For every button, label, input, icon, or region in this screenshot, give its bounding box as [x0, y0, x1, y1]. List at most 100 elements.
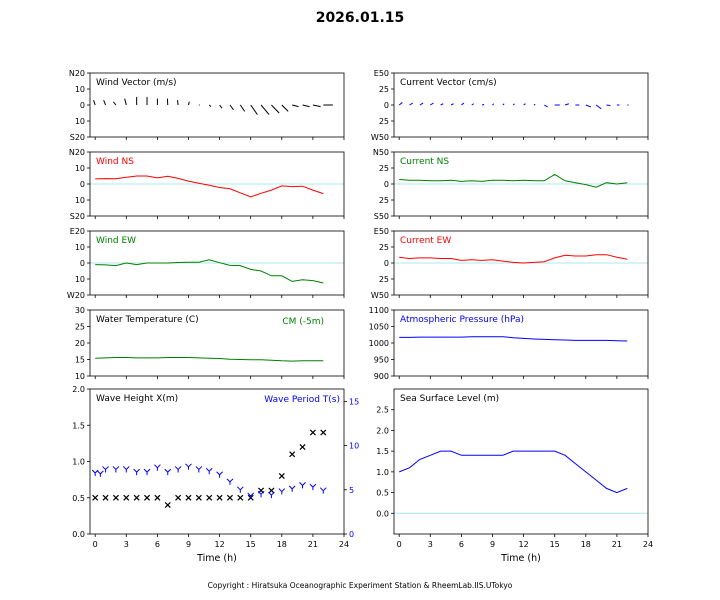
- vector-stick: [292, 104, 299, 108]
- wave-period-point: [164, 468, 172, 476]
- wave-period-point: [226, 478, 234, 485]
- x-tick-label: 12: [214, 540, 224, 549]
- chart-wave-height: 2.0 1.5 1.0 0.5 0.0 15 10 5 0 0 3 6 9 12 15 18 21 24 Time …: [72, 385, 359, 564]
- vector-stick: [419, 102, 424, 106]
- chart-title: Wind NS: [96, 157, 134, 167]
- vector-stick: [124, 98, 127, 106]
- x-tick-label: 18: [581, 540, 591, 549]
- page-title: 2026.01.15: [315, 10, 405, 26]
- y-tick-label: 25: [379, 243, 389, 252]
- chart-title: Wind EW: [96, 236, 136, 246]
- y-tick-label: 25: [379, 85, 389, 94]
- chart-title: Current Vector (cm/s): [400, 78, 497, 88]
- vector-stick: [312, 104, 321, 108]
- y-tick-label: 0: [384, 180, 389, 189]
- wave-height-point: [195, 494, 202, 501]
- y-tick-label: 1.5: [72, 421, 85, 430]
- vector-stick: [281, 104, 289, 112]
- copyright-text: Copyright : Hiratsuka Oceanographic Expe…: [207, 581, 513, 590]
- chart-title: Water Temperature (C): [96, 315, 199, 325]
- x-tick-label: 9: [490, 540, 495, 549]
- y-tick-label: N50: [373, 148, 389, 157]
- wave-height-point: [133, 494, 140, 501]
- x-tick-label: 9: [186, 540, 191, 549]
- y-tick-label: 2.0: [376, 426, 389, 435]
- wave-period-point: [319, 487, 327, 494]
- wave-period-point: [91, 469, 99, 476]
- wave-period-point: [102, 466, 109, 473]
- wave-period-point: [309, 483, 317, 491]
- wave-period-point: [257, 490, 265, 498]
- x-tick-label: 24: [643, 540, 653, 549]
- x-tick-label: 24: [339, 540, 349, 549]
- wave-height-point: [278, 472, 285, 480]
- vector-stick: [606, 104, 611, 107]
- vector-stick: [481, 103, 485, 106]
- x-tick-label: 3: [428, 540, 433, 549]
- x-tick-label: 6: [155, 540, 160, 549]
- wave-period-point: [97, 470, 104, 477]
- y-tick-label: 25: [379, 275, 389, 284]
- chart-atmospheric-pressure: 1100 1050 1000 950 900 Atmospheric Pressure (…: [369, 306, 649, 381]
- vector-stick: [512, 103, 515, 106]
- vector-stick: [260, 104, 270, 115]
- vector-stick: [471, 103, 474, 106]
- y-tick-label: 0.5: [72, 494, 85, 503]
- x-tick-label: 15: [246, 540, 256, 549]
- vector-stick: [208, 104, 212, 107]
- vector-stick: [461, 102, 465, 106]
- plot-frame: [89, 388, 345, 535]
- y-tick-label: S20: [70, 212, 85, 221]
- y-tick-label: 1050: [369, 323, 389, 332]
- y-tick-label: 2.5: [376, 406, 389, 415]
- wave-height-point: [92, 494, 99, 501]
- vector-stick: [250, 104, 258, 115]
- vector-stick: [440, 103, 444, 106]
- y-tick-label: S50: [374, 212, 389, 221]
- vector-stick: [533, 103, 536, 106]
- y-tick-label: N20: [69, 148, 85, 157]
- x-tick-label: 6: [459, 540, 464, 549]
- y-tick-label: 15: [75, 356, 85, 365]
- vector-stick: [585, 104, 592, 108]
- y-tick-label: 1.0: [376, 468, 389, 477]
- x-tick-label: 3: [124, 540, 129, 549]
- vector-stick: [302, 104, 310, 108]
- y-tick-label: 10: [75, 243, 85, 252]
- y-tick-label: 25: [75, 323, 85, 332]
- wave-height-point: [289, 451, 296, 458]
- vector-stick: [229, 104, 234, 111]
- y-tick-label: 0: [384, 101, 389, 110]
- vector-stick: [430, 102, 434, 106]
- y-tick-label: 0: [80, 101, 85, 110]
- x-tick-label: 15: [550, 540, 560, 549]
- series-line: [95, 259, 324, 284]
- wave-height-point: [216, 494, 223, 501]
- y-tick-label: 0: [80, 180, 85, 189]
- y-tick-label: 10: [75, 275, 85, 284]
- series-line: [399, 173, 628, 188]
- wave-height-point: [112, 494, 119, 501]
- vector-stick: [544, 104, 548, 108]
- x-tick-label: 12: [518, 540, 528, 549]
- y-tick-label: 1.5: [376, 447, 389, 456]
- y-tick-label: 25: [379, 117, 389, 126]
- vector-stick: [523, 103, 526, 106]
- y-tick-label: 30: [75, 306, 85, 315]
- y-tick-label: 1.0: [72, 458, 85, 467]
- wave-height-point: [237, 494, 244, 501]
- wave-height-point: [206, 494, 213, 501]
- y-tick-label: 10: [75, 372, 85, 381]
- y-tick-label: 900: [374, 372, 389, 381]
- x-axis-label: Time (h): [196, 553, 237, 564]
- vector-stick: [502, 103, 505, 106]
- wave-height-point: [102, 494, 109, 501]
- wave-period-point: [236, 486, 244, 493]
- wave-period-point: [299, 482, 306, 489]
- y-tick-label: N20: [69, 69, 85, 78]
- y2-tick-label: 15: [349, 397, 359, 406]
- y-tick-label: 0.0: [376, 509, 389, 518]
- vector-stick: [176, 100, 179, 106]
- wave-period-point: [195, 466, 203, 473]
- wave-period-point: [143, 468, 151, 476]
